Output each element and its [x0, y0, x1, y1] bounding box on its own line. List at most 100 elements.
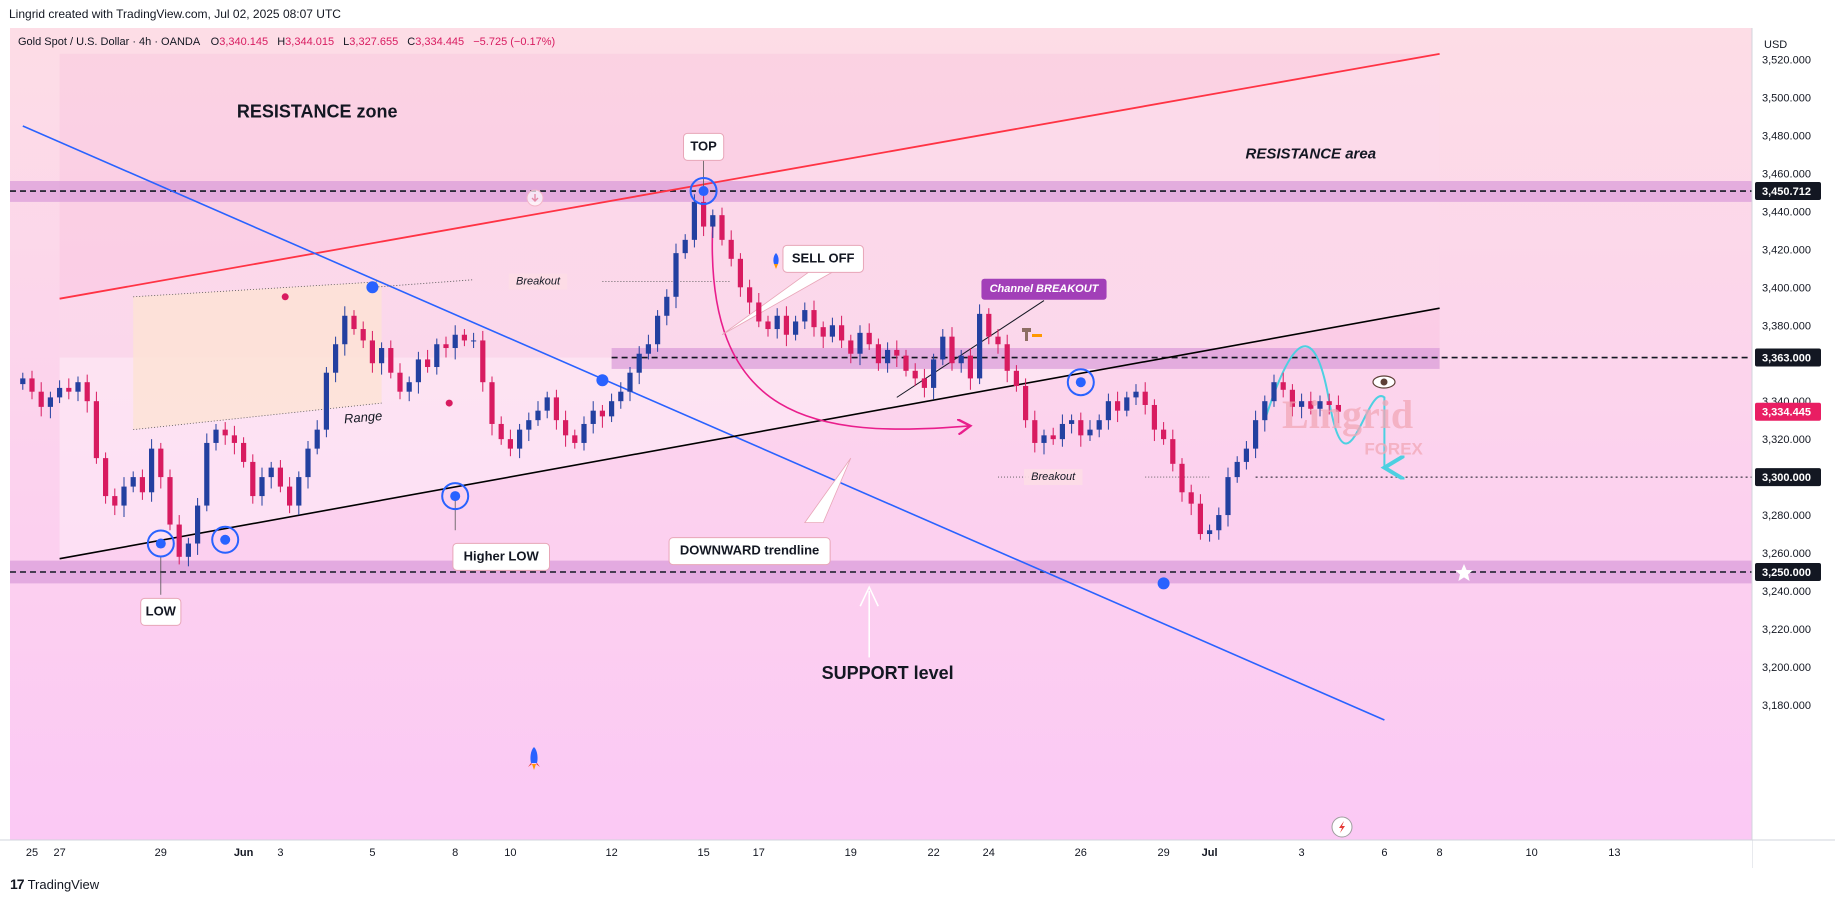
- candle[interactable]: [314, 420, 320, 455]
- candle[interactable]: [618, 382, 624, 409]
- price-scale[interactable]: [1752, 28, 1835, 868]
- candle[interactable]: [29, 370, 35, 400]
- candle[interactable]: [1253, 410, 1259, 459]
- candle[interactable]: [1317, 395, 1323, 417]
- candle[interactable]: [572, 429, 578, 449]
- candle[interactable]: [406, 376, 412, 402]
- candle[interactable]: [1124, 391, 1130, 417]
- candle[interactable]: [66, 378, 72, 400]
- candle[interactable]: [268, 461, 274, 489]
- downward-trendline[interactable]: [22, 125, 1385, 721]
- candle[interactable]: [1308, 391, 1314, 415]
- candle[interactable]: [535, 401, 541, 426]
- candle[interactable]: [581, 416, 587, 451]
- candle[interactable]: [912, 363, 918, 386]
- candle[interactable]: [323, 367, 329, 438]
- candle[interactable]: [443, 336, 449, 358]
- candle[interactable]: [296, 471, 302, 516]
- candle[interactable]: [305, 441, 311, 489]
- candle[interactable]: [1234, 456, 1240, 483]
- candle[interactable]: [995, 329, 1001, 354]
- candle[interactable]: [829, 317, 835, 343]
- candle[interactable]: [360, 321, 366, 349]
- candle[interactable]: [609, 393, 615, 423]
- candle[interactable]: [765, 315, 771, 337]
- pivot-circle-4[interactable]: [1066, 368, 1095, 397]
- candle[interactable]: [1179, 458, 1185, 502]
- candle[interactable]: [885, 342, 891, 373]
- candle[interactable]: [1161, 422, 1167, 445]
- candle[interactable]: [682, 234, 688, 259]
- candle[interactable]: [1142, 382, 1148, 415]
- candle[interactable]: [866, 323, 872, 350]
- candle[interactable]: [204, 433, 210, 512]
- candle[interactable]: [627, 367, 633, 402]
- candle[interactable]: [1188, 484, 1194, 516]
- candle[interactable]: [415, 351, 421, 394]
- candle[interactable]: [875, 338, 881, 371]
- candle[interactable]: [1216, 507, 1222, 540]
- candle[interactable]: [1004, 334, 1010, 383]
- candle[interactable]: [903, 349, 909, 377]
- pivot-circle-0[interactable]: [146, 529, 175, 558]
- candle[interactable]: [526, 412, 532, 442]
- candle[interactable]: [774, 308, 780, 339]
- candle[interactable]: [1207, 524, 1213, 542]
- candle[interactable]: [1289, 384, 1295, 417]
- candle[interactable]: [20, 372, 26, 390]
- candle[interactable]: [471, 332, 477, 349]
- pivot-circle-1[interactable]: [211, 525, 240, 554]
- pivot-circle-2[interactable]: [441, 482, 470, 511]
- candle[interactable]: [747, 279, 753, 314]
- candle[interactable]: [737, 253, 743, 297]
- candle[interactable]: [921, 368, 927, 398]
- candle[interactable]: [802, 302, 808, 330]
- candle[interactable]: [342, 306, 348, 356]
- candle[interactable]: [130, 471, 136, 493]
- candle[interactable]: [783, 306, 789, 347]
- candle[interactable]: [848, 334, 854, 364]
- resistance-line[interactable]: [59, 52, 1440, 300]
- candle[interactable]: [793, 315, 799, 341]
- candle[interactable]: [57, 380, 63, 404]
- candle[interactable]: [241, 437, 247, 468]
- touch-point-2[interactable]: [1157, 577, 1170, 590]
- candle[interactable]: [47, 391, 53, 419]
- candle[interactable]: [894, 340, 900, 368]
- candle[interactable]: [84, 374, 90, 413]
- candle[interactable]: [590, 401, 596, 434]
- candle[interactable]: [259, 467, 265, 506]
- candle[interactable]: [931, 353, 937, 400]
- candle[interactable]: [958, 349, 964, 373]
- candle[interactable]: [1243, 441, 1249, 470]
- candle[interactable]: [434, 338, 440, 375]
- candle[interactable]: [553, 389, 559, 430]
- touch-point-1[interactable]: [596, 374, 609, 387]
- candle[interactable]: [250, 454, 256, 504]
- candle[interactable]: [379, 342, 385, 375]
- candle[interactable]: [425, 349, 431, 373]
- candle[interactable]: [388, 340, 394, 379]
- candle[interactable]: [195, 497, 201, 555]
- candle[interactable]: [185, 537, 191, 567]
- candle[interactable]: [517, 423, 523, 459]
- candle[interactable]: [949, 327, 955, 371]
- candle[interactable]: [673, 243, 679, 309]
- candle[interactable]: [222, 422, 228, 445]
- candle[interactable]: [544, 391, 550, 419]
- candle[interactable]: [93, 391, 99, 464]
- candle[interactable]: [176, 515, 182, 565]
- candle[interactable]: [1326, 393, 1332, 415]
- candle[interactable]: [811, 300, 817, 337]
- candle[interactable]: [121, 477, 127, 517]
- candle[interactable]: [636, 346, 642, 385]
- candle[interactable]: [1262, 395, 1268, 432]
- candle[interactable]: [1225, 467, 1231, 527]
- candle[interactable]: [149, 439, 155, 502]
- candle[interactable]: [1078, 412, 1084, 447]
- tradingview-brand[interactable]: 17 TradingView: [10, 876, 99, 892]
- candle[interactable]: [691, 194, 697, 248]
- candle[interactable]: [701, 192, 707, 237]
- candle[interactable]: [507, 429, 513, 457]
- candle[interactable]: [563, 410, 569, 447]
